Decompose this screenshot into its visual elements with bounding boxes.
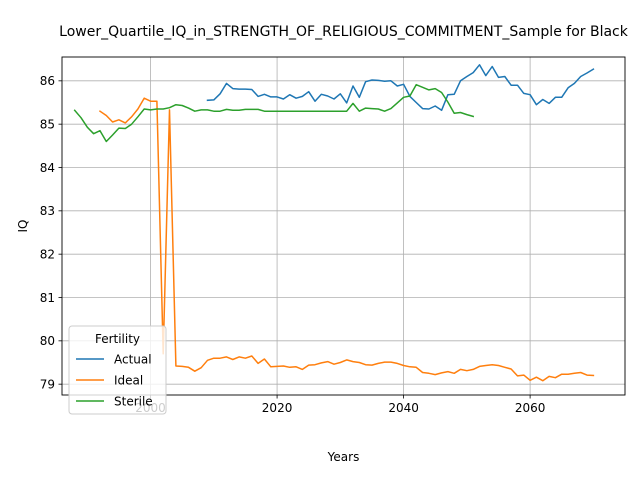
legend-entries: Actual Ideal Sterile <box>76 352 153 408</box>
series-line-sterile <box>73 83 475 143</box>
legend-label-ideal: Ideal <box>114 373 143 387</box>
legend: Fertility Actual Ideal Sterile <box>68 325 167 415</box>
series-lines <box>73 64 595 382</box>
y-tick-label: 79 <box>40 377 55 391</box>
series-line-ideal <box>98 97 595 382</box>
series-line-actual <box>206 64 595 112</box>
x-axis-label: Years <box>327 450 360 464</box>
y-tick-label: 82 <box>40 247 55 261</box>
y-axis-label: IQ <box>16 220 30 233</box>
y-tick-label: 81 <box>40 291 55 305</box>
x-tick-label: 2040 <box>388 401 419 415</box>
legend-label-sterile: Sterile <box>114 394 153 408</box>
y-tick-label: 80 <box>40 334 55 348</box>
x-tick-label: 2060 <box>515 401 546 415</box>
legend-title: Fertility <box>95 332 140 346</box>
legend-box <box>68 325 167 415</box>
plot-frame <box>61 56 626 396</box>
y-axis-ticks: 79 80 81 82 83 84 85 86 <box>40 74 62 391</box>
grid <box>62 57 625 395</box>
chart-title: Lower_Quartile_IQ_in_STRENGTH_OF_RELIGIO… <box>59 24 629 40</box>
y-tick-label: 83 <box>40 204 55 218</box>
legend-label-actual: Actual <box>114 352 152 366</box>
y-tick-label: 84 <box>40 161 55 175</box>
y-tick-label: 85 <box>40 117 55 131</box>
x-tick-label: 2020 <box>262 401 293 415</box>
y-tick-label: 86 <box>40 74 55 88</box>
